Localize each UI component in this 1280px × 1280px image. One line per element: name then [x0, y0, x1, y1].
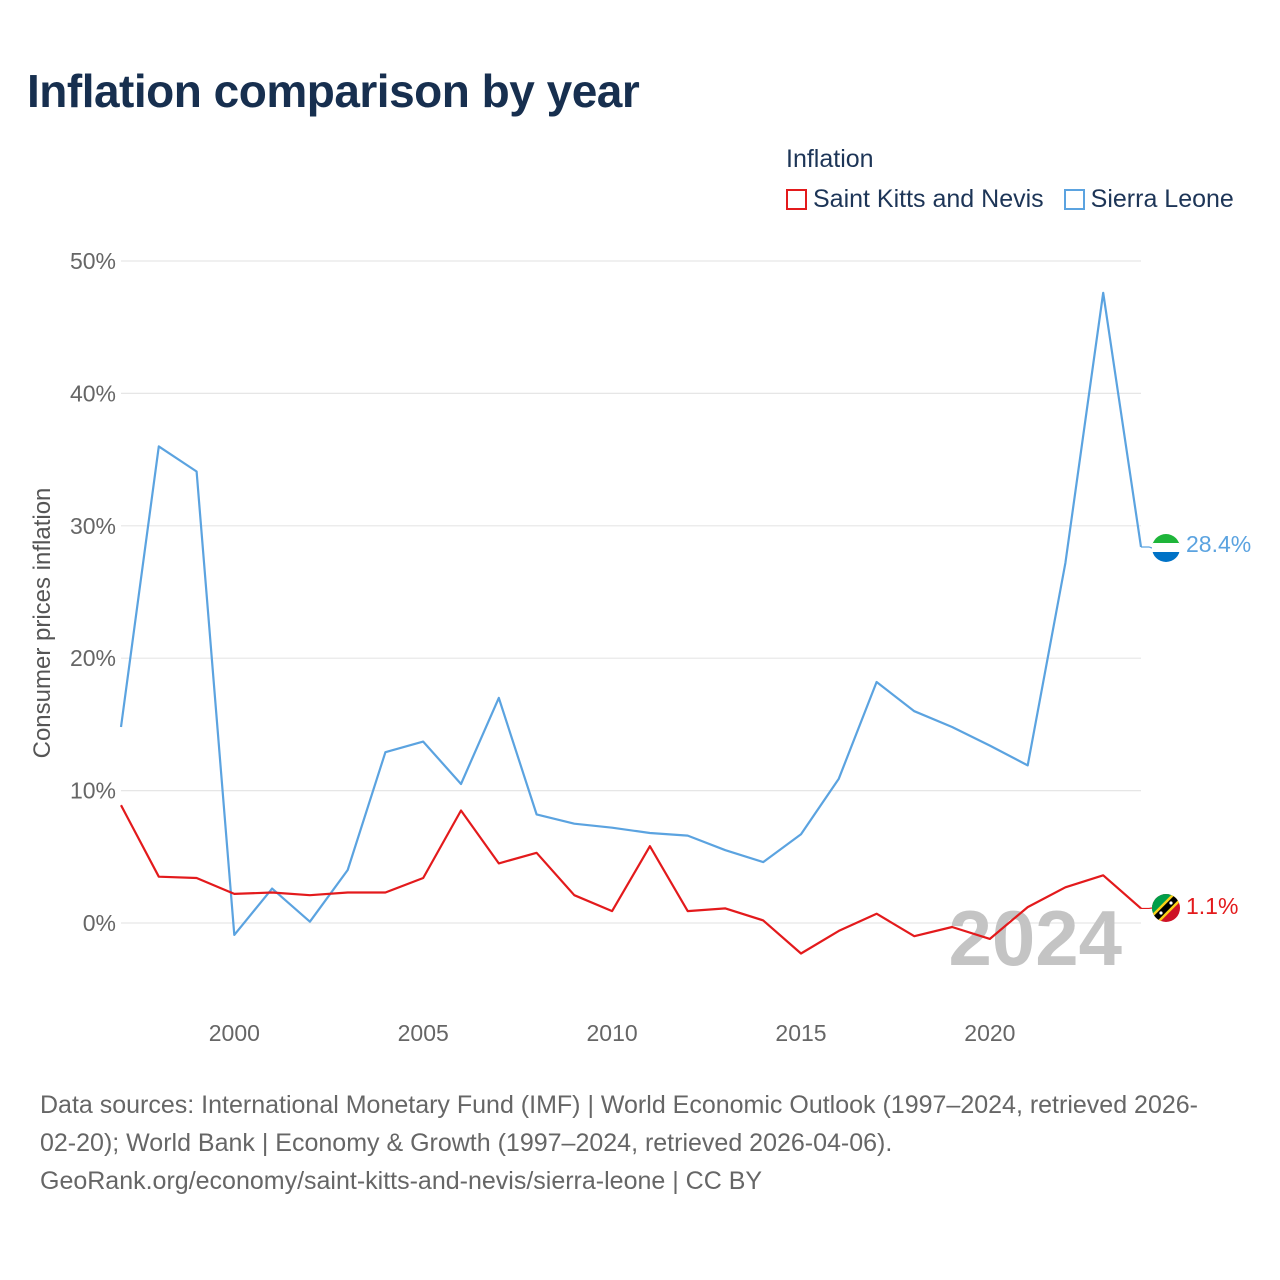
- line-chart: 0% 10% 20% 30% 40% 50% 2000 2005 2010 2015 2020 C…: [29, 248, 1251, 1046]
- legend-label-sierra-leone: Sierra Leone: [1090, 185, 1234, 213]
- source-line-3: GeoRank.org/economy/saint-kitts-and-nevi…: [40, 1167, 763, 1195]
- end-connector: [1141, 546, 1153, 549]
- legend: Saint Kitts and Nevis Sierra Leone: [786, 185, 1234, 214]
- y-tick-label: 30%: [70, 513, 116, 539]
- source-note: Data sources: International Monetary Fun…: [40, 1086, 1250, 1200]
- y-tick-label: 10%: [70, 778, 116, 804]
- chart-title: Inflation comparison by year: [27, 65, 640, 117]
- legend-item-sierra-leone[interactable]: Sierra Leone: [1063, 185, 1234, 214]
- x-tick-label: 2005: [398, 1020, 449, 1046]
- y-tick-label: 20%: [70, 645, 116, 671]
- x-axis-tick-labels: 2000 2005 2010 2015 2020: [209, 1020, 1016, 1046]
- y-axis-title: Consumer prices inflation: [29, 488, 56, 759]
- sierra-leone-flag-icon: [1152, 534, 1180, 562]
- series-line-sierra-leone[interactable]: [119, 291, 1143, 937]
- y-tick-label: 50%: [70, 248, 116, 274]
- legend-title: Inflation: [786, 145, 874, 173]
- y-tick-label: 0%: [83, 910, 116, 936]
- series-line-saint-kitts-and-nevis[interactable]: [120, 804, 1142, 955]
- saint-kitts-and-nevis-flag-icon: [1152, 894, 1180, 922]
- legend-swatch-saint-kitts-and-nevis: [786, 189, 807, 210]
- year-watermark: 2024: [948, 894, 1122, 982]
- y-tick-label: 40%: [70, 380, 116, 406]
- end-label-saint-kitts-and-nevis: 1.1%: [1186, 893, 1238, 919]
- y-axis-tick-labels: 0% 10% 20% 30% 40% 50%: [70, 248, 116, 936]
- source-line-2: 02-20); World Bank | Economy & Growth (1…: [40, 1129, 893, 1157]
- legend-item-saint-kitts-and-nevis[interactable]: Saint Kitts and Nevis: [786, 185, 1044, 214]
- end-label-sierra-leone: 28.4%: [1186, 531, 1251, 557]
- x-tick-label: 2020: [964, 1020, 1015, 1046]
- x-tick-label: 2015: [775, 1020, 826, 1046]
- grid-lines: [121, 260, 1141, 924]
- x-tick-label: 2010: [587, 1020, 638, 1046]
- x-tick-label: 2000: [209, 1020, 260, 1046]
- legend-swatch-sierra-leone: [1063, 189, 1085, 210]
- series-lines: [119, 291, 1153, 955]
- legend-label-saint-kitts-and-nevis: Saint Kitts and Nevis: [813, 185, 1044, 213]
- source-line-1: Data sources: International Monetary Fun…: [40, 1091, 1198, 1119]
